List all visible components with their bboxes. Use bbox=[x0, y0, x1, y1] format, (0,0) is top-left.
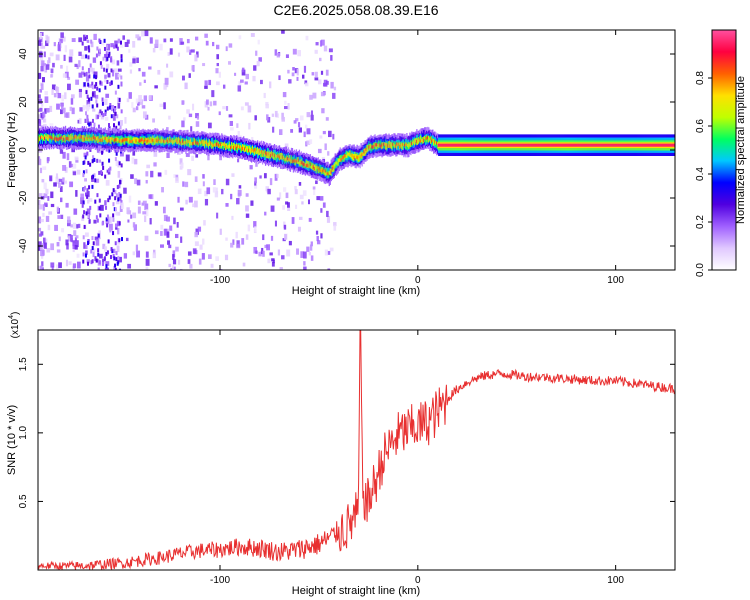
spectrogram-y-label: Frequency (Hz) bbox=[6, 112, 18, 188]
svg-text:0.4: 0.4 bbox=[695, 167, 706, 181]
svg-text:-100: -100 bbox=[210, 275, 230, 286]
snr-y-ticks: 0.5 1.0 1.5 bbox=[18, 357, 675, 508]
spectrogram-x-ticks: -100 0 100 bbox=[210, 30, 624, 286]
svg-text:0.6: 0.6 bbox=[695, 119, 706, 133]
svg-text:-100: -100 bbox=[210, 575, 230, 586]
spectrogram-y-ticks: -40 -20 0 20 40 bbox=[18, 48, 675, 253]
svg-text:0: 0 bbox=[415, 275, 421, 286]
svg-text:0.2: 0.2 bbox=[695, 215, 706, 229]
snr-frame bbox=[37, 329, 676, 571]
snr-series-line bbox=[38, 330, 675, 570]
svg-text:-40: -40 bbox=[18, 238, 29, 253]
colorbar-gradient bbox=[712, 30, 736, 270]
svg-text:100: 100 bbox=[607, 275, 624, 286]
spectrogram-x-label: Height of straight line (km) bbox=[292, 285, 420, 297]
svg-text:0: 0 bbox=[18, 147, 29, 153]
svg-text:20: 20 bbox=[18, 96, 29, 108]
svg-text:1.0: 1.0 bbox=[18, 425, 29, 439]
spectrogram-panel: -100 0 100 -40 -20 0 20 40 Height of straight … bbox=[6, 29, 676, 297]
colorbar: 0.0 0.2 0.4 0.6 0.8 Normalized spectral ampl… bbox=[695, 29, 747, 277]
svg-text:(x104): (x104) bbox=[8, 312, 21, 339]
svg-text:0: 0 bbox=[415, 575, 421, 586]
colorbar-ticks: 0.0 0.2 0.4 0.6 0.8 bbox=[695, 71, 712, 277]
svg-text:0.8: 0.8 bbox=[695, 71, 706, 85]
snr-multiplier: (x104) bbox=[8, 312, 21, 339]
chart-title: C2E6.2025.058.08.39.E16 bbox=[273, 2, 438, 18]
svg-text:40: 40 bbox=[18, 48, 29, 60]
snr-panel: -100 0 100 0.5 1.0 1.5 Height of straight li… bbox=[6, 312, 676, 597]
spectrogram-frame bbox=[37, 29, 676, 271]
spectrogram-image bbox=[38, 30, 675, 270]
svg-text:0.0: 0.0 bbox=[695, 263, 706, 277]
svg-text:100: 100 bbox=[607, 575, 624, 586]
snr-y-label: SNR (10 * v/v) bbox=[6, 405, 18, 475]
snr-x-label: Height of straight line (km) bbox=[292, 585, 420, 597]
colorbar-label: Normalized spectral amplitude bbox=[735, 76, 747, 224]
svg-text:-20: -20 bbox=[18, 190, 29, 205]
svg-text:0.5: 0.5 bbox=[18, 494, 29, 508]
svg-text:1.5: 1.5 bbox=[18, 357, 29, 371]
snr-x-ticks: -100 0 100 bbox=[210, 330, 624, 586]
